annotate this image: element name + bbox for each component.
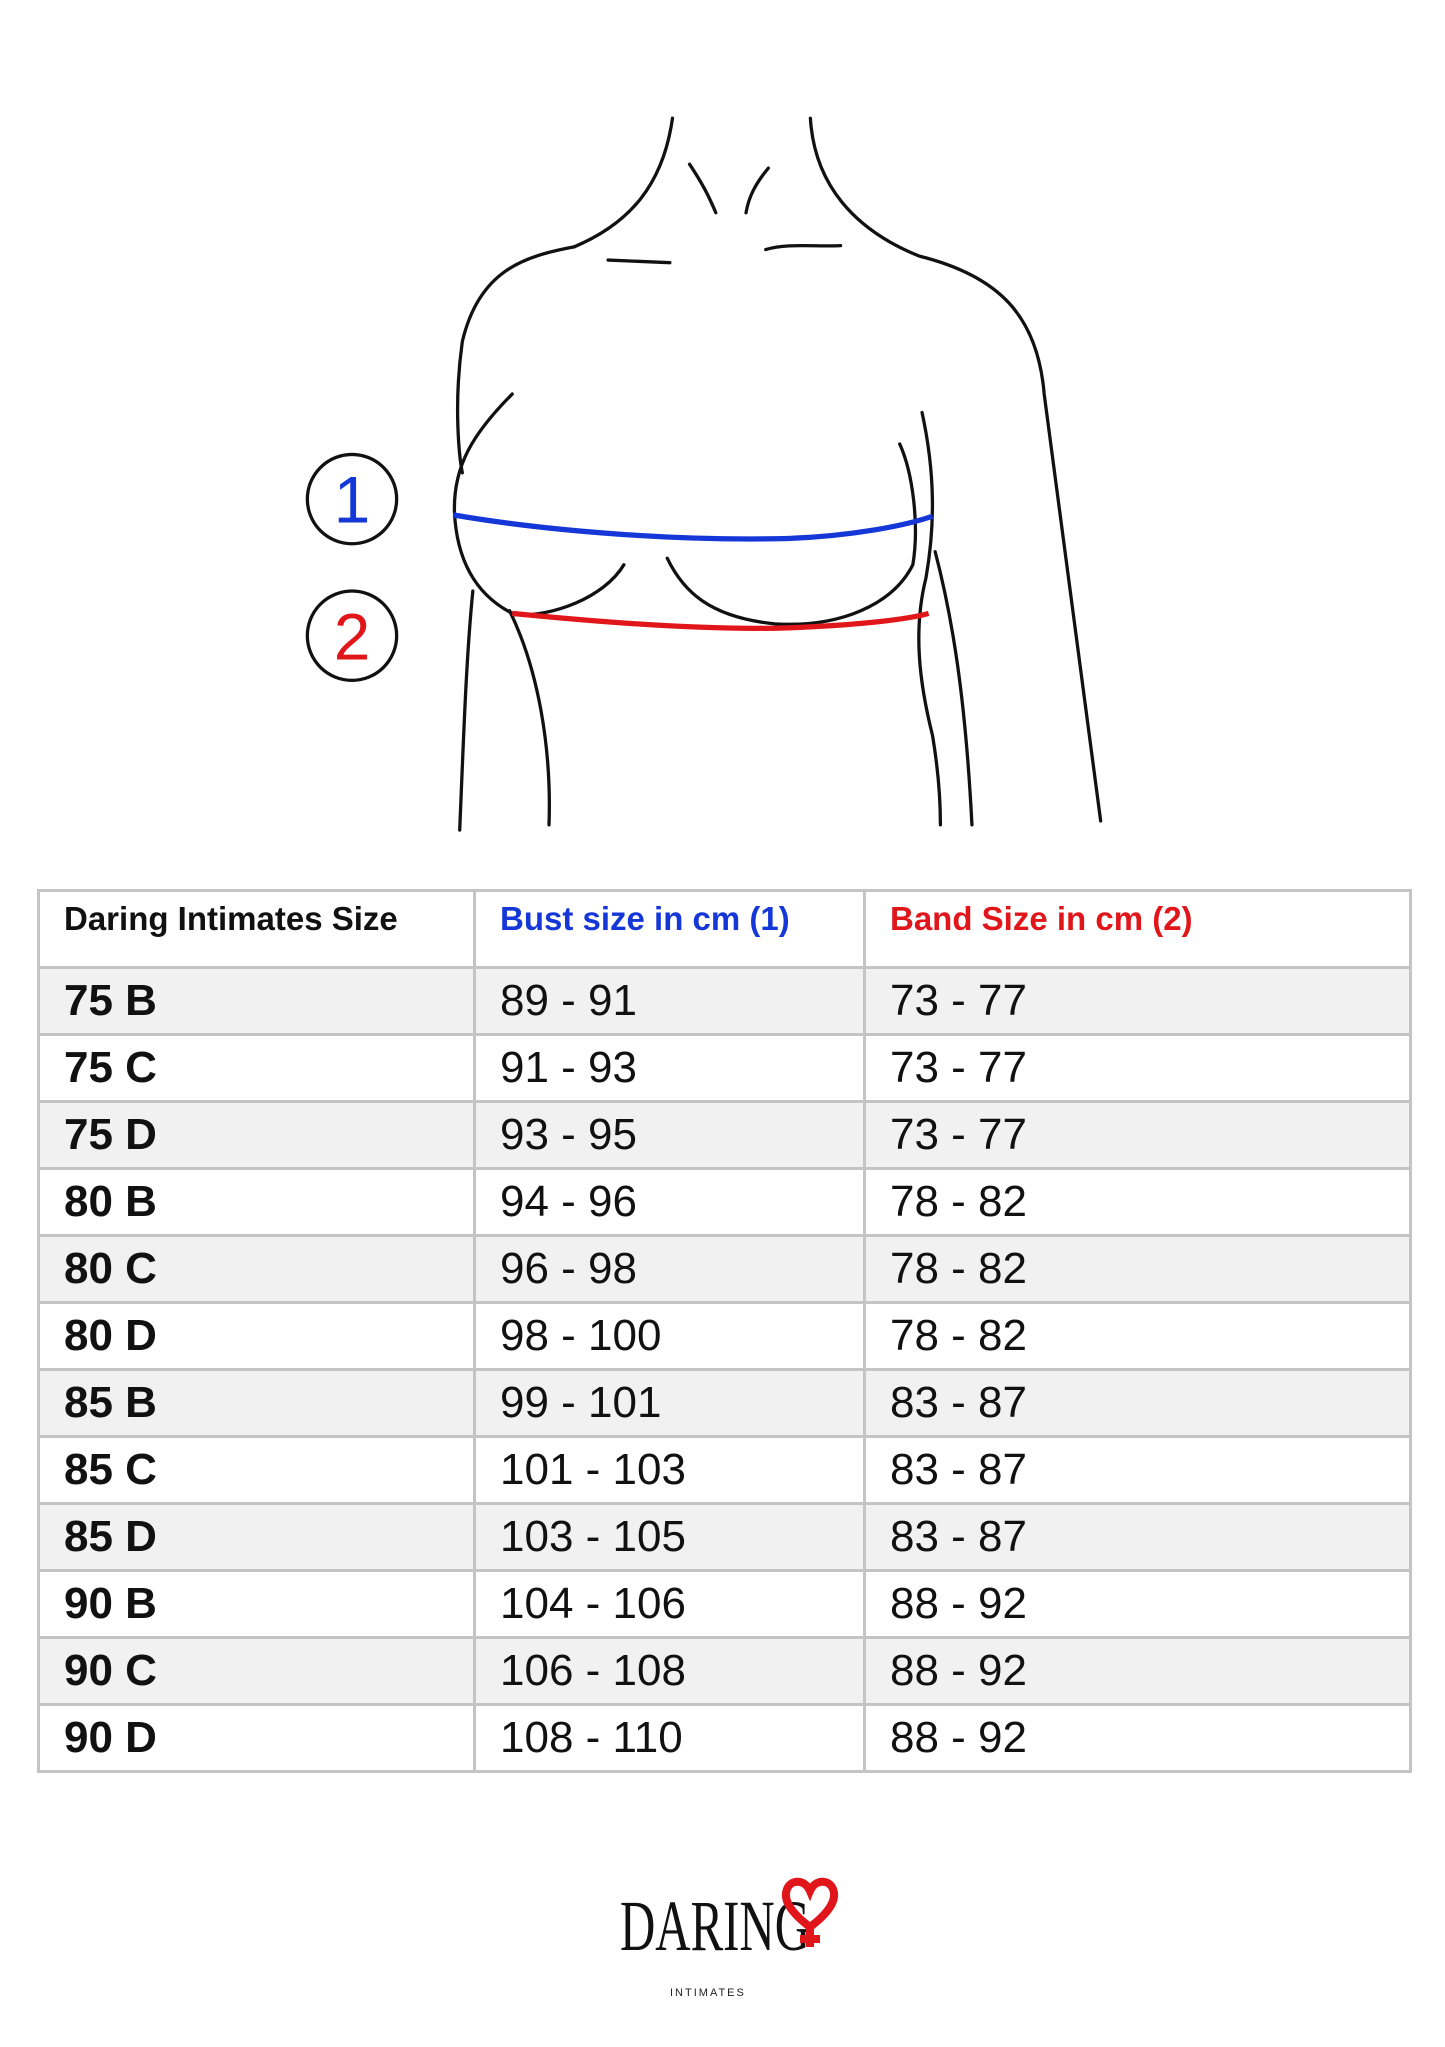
bust-line: [452, 512, 934, 542]
marker-2: 2: [334, 600, 371, 673]
table-row: 80 C 96 - 98 78 - 82: [37, 1234, 1412, 1304]
marker-2-circle: [305, 589, 399, 682]
cell-size: 90 C: [37, 1636, 476, 1706]
logo-brand: DARING: [620, 1886, 810, 1966]
cell-bust: 89 - 91: [473, 966, 866, 1036]
header-size: Daring Intimates Size: [37, 889, 476, 969]
cell-bust: 104 - 106: [473, 1569, 866, 1639]
table-header-row: Daring Intimates Size Bust size in cm (1…: [37, 889, 1412, 969]
cell-band: 83 - 87: [863, 1435, 1412, 1505]
cell-band: 83 - 87: [863, 1368, 1412, 1438]
cell-bust: 101 - 103: [473, 1435, 866, 1505]
marker-1-circle: [305, 452, 399, 546]
cell-bust: 93 - 95: [473, 1100, 866, 1170]
table-row: 85 D 103 - 105 83 - 87: [37, 1502, 1412, 1572]
table-row: 75 B 89 - 91 73 - 77: [37, 966, 1412, 1036]
size-chart-table: Daring Intimates Size Bust size in cm (1…: [37, 889, 1412, 1773]
table-row: 85 C 101 - 103 83 - 87: [37, 1435, 1412, 1505]
table-row: 80 B 94 - 96 78 - 82: [37, 1167, 1412, 1237]
cell-bust: 103 - 105: [473, 1502, 866, 1572]
cell-size: 85 D: [37, 1502, 476, 1572]
cell-band: 78 - 82: [863, 1167, 1412, 1237]
table-row: 90 D 108 - 110 88 - 92: [37, 1703, 1412, 1773]
table-row: 75 C 91 - 93 73 - 77: [37, 1033, 1412, 1103]
bust-measurement-illustration: 1 2: [305, 116, 1103, 832]
table-row: 90 C 106 - 108 88 - 92: [37, 1636, 1412, 1706]
cell-bust: 106 - 108: [473, 1636, 866, 1706]
cell-size: 85 C: [37, 1435, 476, 1505]
cell-size: 80 D: [37, 1301, 476, 1371]
cell-bust: 99 - 101: [473, 1368, 866, 1438]
heart-venus-icon: [782, 1877, 838, 1947]
cell-band: 88 - 92: [863, 1703, 1412, 1773]
cell-bust: 91 - 93: [473, 1033, 866, 1103]
cell-band: 78 - 82: [863, 1301, 1412, 1371]
daring-intimates-logo: DARING INTIMATES: [620, 1877, 838, 1999]
cell-band: 78 - 82: [863, 1234, 1412, 1304]
torso-outline: [452, 116, 1103, 832]
cell-band: 83 - 87: [863, 1502, 1412, 1572]
cell-size: 85 B: [37, 1368, 476, 1438]
cell-band: 88 - 92: [863, 1569, 1412, 1639]
cell-size: 75 D: [37, 1100, 476, 1170]
cell-band: 73 - 77: [863, 966, 1412, 1036]
cell-band: 88 - 92: [863, 1636, 1412, 1706]
band-line: [511, 610, 930, 631]
logo-sub: INTIMATES: [670, 1987, 746, 1999]
cell-size: 90 B: [37, 1569, 476, 1639]
cell-size: 80 B: [37, 1167, 476, 1237]
header-band: Band Size in cm (2): [863, 889, 1412, 969]
table-row: 80 D 98 - 100 78 - 82: [37, 1301, 1412, 1371]
cell-bust: 98 - 100: [473, 1301, 866, 1371]
marker-1: 1: [334, 464, 371, 537]
table-row: 75 D 93 - 95 73 - 77: [37, 1100, 1412, 1170]
cell-size: 90 D: [37, 1703, 476, 1773]
cell-bust: 108 - 110: [473, 1703, 866, 1773]
cell-size: 80 C: [37, 1234, 476, 1304]
cell-size: 75 C: [37, 1033, 476, 1103]
cell-band: 73 - 77: [863, 1100, 1412, 1170]
table-row: 90 B 104 - 106 88 - 92: [37, 1569, 1412, 1639]
table-row: 85 B 99 - 101 83 - 87: [37, 1368, 1412, 1438]
cell-bust: 96 - 98: [473, 1234, 866, 1304]
header-bust: Bust size in cm (1): [473, 889, 866, 969]
cell-size: 75 B: [37, 966, 476, 1036]
cell-band: 73 - 77: [863, 1033, 1412, 1103]
cell-bust: 94 - 96: [473, 1167, 866, 1237]
